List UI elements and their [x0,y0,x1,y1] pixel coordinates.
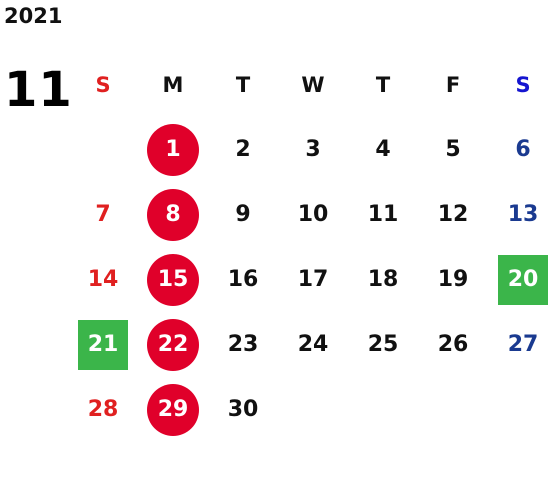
day-cell: 20 [488,247,548,312]
day-cell: 18 [348,247,418,312]
day-cell [68,117,138,182]
day-number [357,384,409,436]
day-cell: 5 [418,117,488,182]
day-number: 14 [87,267,119,292]
day-cell: 14 [68,247,138,312]
day-number: 23 [227,332,259,357]
day-cell [348,377,418,442]
day-cell: 1 [138,117,208,182]
day-cell: 9 [208,182,278,247]
day-cell [488,377,548,442]
day-cell: 13 [488,182,548,247]
day-number: 5 [445,137,461,162]
day-cell: 16 [208,247,278,312]
weekday-thursday: T [375,72,391,97]
day-cell: 10 [278,182,348,247]
day-number: 6 [515,137,531,162]
day-cell: 3 [278,117,348,182]
day-cell: 25 [348,312,418,377]
day-number: 10 [297,202,329,227]
day-number: 30 [227,397,259,422]
day-number [287,384,339,436]
weekday-sunday: S [95,72,111,97]
day-cell: 6 [488,117,548,182]
day-cell: 26 [418,312,488,377]
day-number: 9 [235,202,251,227]
day-cell: 8 [138,182,208,247]
day-cell: 4 [348,117,418,182]
day-number [497,384,548,436]
year-label: 2021 [4,4,63,28]
day-cell: 2 [208,117,278,182]
day-number: 18 [367,267,399,292]
day-cell [278,377,348,442]
day-cell: 28 [68,377,138,442]
day-number: 2 [235,137,251,162]
day-cell: 29 [138,377,208,442]
day-cell: 11 [348,182,418,247]
day-number-circled: 8 [147,188,199,241]
day-cell: 12 [418,182,488,247]
day-cell: 19 [418,247,488,312]
weekday-saturday: S [515,72,531,97]
weekday-friday: F [445,72,461,97]
day-number: 25 [367,332,399,357]
day-number: 13 [507,202,539,227]
day-cell: 30 [208,377,278,442]
day-cell: 22 [138,312,208,377]
day-number: 4 [375,137,391,162]
day-number-circled: 1 [147,123,199,176]
month-number: 11 [4,62,73,118]
day-cell: 15 [138,247,208,312]
day-cell: 21 [68,312,138,377]
day-number: 26 [437,332,469,357]
day-number: 12 [437,202,469,227]
day-number-circled: 29 [147,383,199,436]
weekday-tuesday: T [235,72,251,97]
day-number: 19 [437,267,469,292]
weekday-wednesday: W [301,72,325,97]
day-cell [418,377,488,442]
day-cell: 24 [278,312,348,377]
day-number: 28 [87,397,119,422]
day-number-green: 20 [498,254,548,305]
day-number: 11 [367,202,399,227]
weekday-monday: M [162,72,184,97]
day-number: 16 [227,267,259,292]
day-cell: 17 [278,247,348,312]
day-cell: 27 [488,312,548,377]
day-number-circled: 22 [147,318,199,371]
day-cell: 7 [68,182,138,247]
day-number: 3 [305,137,321,162]
day-number: 7 [95,202,111,227]
day-number [427,384,479,436]
calendar-grid: S M T W T F S 1 2 3 4 5 6 7 8 9 10 11 12… [68,52,548,442]
day-number: 27 [507,332,539,357]
day-number: 17 [297,267,329,292]
day-number: 24 [297,332,329,357]
day-number [77,124,129,176]
day-number-circled: 15 [147,253,199,306]
day-number-green: 21 [78,319,128,370]
day-cell: 23 [208,312,278,377]
